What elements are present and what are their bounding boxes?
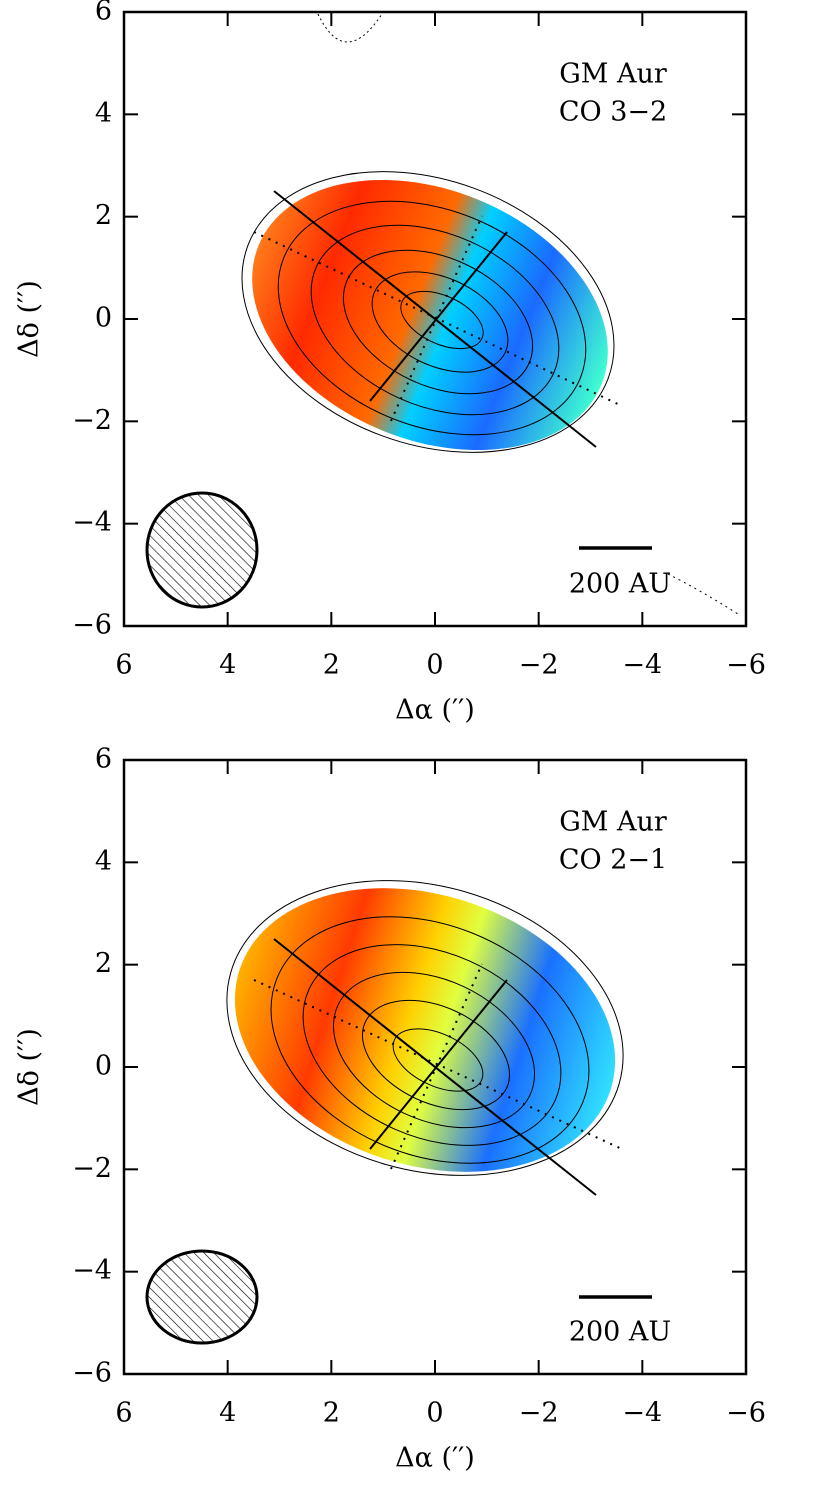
x-tick-label: 0 [426,1398,443,1429]
annotation: CO 3−2 [559,97,667,128]
x-tick-label: 4 [219,650,236,681]
y-tick-label: −6 [72,610,112,641]
x-tick-label: 0 [426,650,443,681]
scale-bar-label: 200 AU [569,1317,671,1348]
x-axis-label: Δα (′′) [395,1443,475,1474]
y-tick-label: 6 [95,744,112,775]
scale-bar-label: 200 AU [569,569,671,600]
y-tick-label: 4 [95,846,112,877]
x-tick-label: 2 [323,1398,340,1429]
velocity-map [145,13,739,615]
y-axis-label: Δδ (′′) [14,280,45,358]
x-tick-label: −4 [622,1398,662,1429]
y-tick-label: 2 [95,200,112,231]
y-tick-label: −6 [72,1358,112,1389]
y-tick-label: −4 [72,507,112,538]
x-tick-label: 6 [115,650,132,681]
y-tick-label: −2 [72,1153,112,1184]
x-tick-label: 4 [219,1398,236,1429]
x-tick-label: 2 [323,650,340,681]
annotation: GM Aur [559,59,667,90]
x-axis-label: Δα (′′) [395,695,475,726]
y-tick-label: −4 [72,1255,112,1286]
y-tick-label: 0 [95,1051,112,1082]
y-axis-label: Δδ (′′) [14,1028,45,1106]
y-tick-label: 4 [95,98,112,129]
x-tick-label: −2 [519,650,559,681]
x-tick-label: 6 [115,1398,132,1429]
y-tick-label: −2 [72,405,112,436]
velocity-map [145,880,652,1345]
annotation: CO 2−1 [559,845,667,876]
x-tick-label: −6 [726,1398,766,1429]
x-tick-label: −4 [622,650,662,681]
x-tick-label: −6 [726,650,766,681]
x-tick-label: −2 [519,1398,559,1429]
y-tick-label: 2 [95,948,112,979]
annotation: GM Aur [559,807,667,838]
y-tick-label: 6 [95,0,112,27]
y-tick-label: 0 [95,303,112,334]
